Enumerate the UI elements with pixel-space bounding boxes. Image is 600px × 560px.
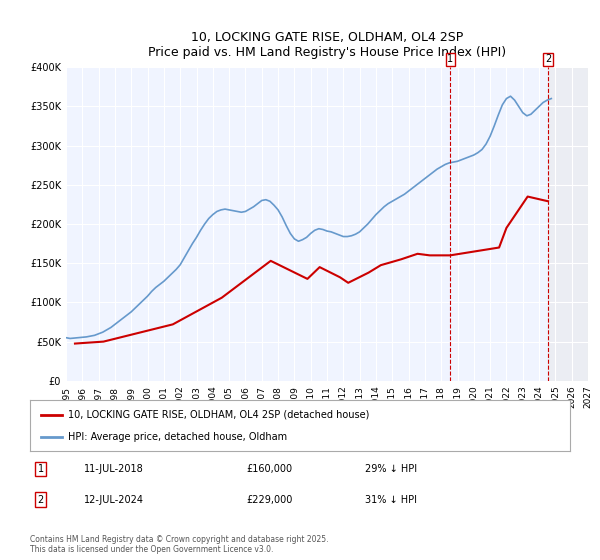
Text: 29% ↓ HPI: 29% ↓ HPI	[365, 464, 417, 474]
Text: 10, LOCKING GATE RISE, OLDHAM, OL4 2SP (detached house): 10, LOCKING GATE RISE, OLDHAM, OL4 2SP (…	[68, 409, 369, 419]
Text: 2: 2	[38, 495, 44, 505]
Text: £160,000: £160,000	[246, 464, 292, 474]
Text: 2: 2	[545, 54, 551, 64]
Text: 1: 1	[447, 54, 453, 64]
Title: 10, LOCKING GATE RISE, OLDHAM, OL4 2SP
Price paid vs. HM Land Registry's House P: 10, LOCKING GATE RISE, OLDHAM, OL4 2SP P…	[148, 31, 506, 59]
Text: £229,000: £229,000	[246, 495, 292, 505]
Text: 11-JUL-2018: 11-JUL-2018	[84, 464, 144, 474]
Text: HPI: Average price, detached house, Oldham: HPI: Average price, detached house, Oldh…	[68, 432, 287, 442]
Text: 12-JUL-2024: 12-JUL-2024	[84, 495, 144, 505]
Text: 31% ↓ HPI: 31% ↓ HPI	[365, 495, 417, 505]
Bar	[548, 67, 588, 381]
Text: Contains HM Land Registry data © Crown copyright and database right 2025.
This d: Contains HM Land Registry data © Crown c…	[30, 535, 329, 554]
Text: 1: 1	[38, 464, 44, 474]
